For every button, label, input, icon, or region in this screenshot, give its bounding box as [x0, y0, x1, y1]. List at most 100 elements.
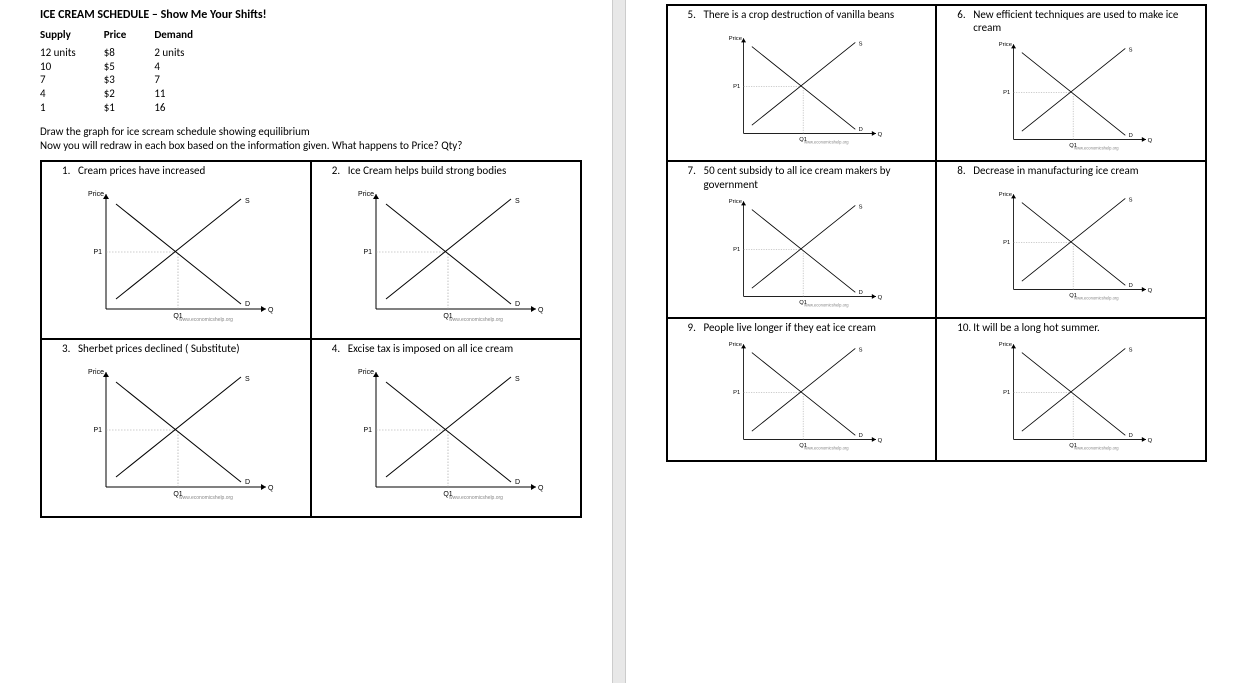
scenario-number: 4. — [332, 342, 348, 355]
svg-text:P1: P1 — [1003, 390, 1010, 396]
table-cell: 4 — [154, 60, 221, 74]
col-supply: Supply — [40, 28, 104, 46]
scenario-label: 10.It will be a long hot summer. — [957, 321, 1199, 334]
svg-text:www.economicshelp.org: www.economicshelp.org — [804, 139, 849, 144]
svg-text:www.economicshelp.org: www.economicshelp.org — [804, 445, 849, 450]
instr-line-1: Draw the graph for ice scream schedule s… — [40, 125, 582, 140]
svg-text:P1: P1 — [1003, 90, 1010, 96]
svg-text:www.economicshelp.org: www.economicshelp.org — [1074, 146, 1119, 151]
svg-text:D: D — [245, 479, 250, 486]
supply-demand-chart: PriceQSDP1Q1www.economicshelp.org — [984, 186, 1159, 306]
svg-text:S: S — [515, 376, 520, 383]
svg-text:Q: Q — [1147, 138, 1152, 144]
chart-cell: 3.Sherbet prices declined ( Substitute)P… — [41, 339, 311, 517]
svg-text:S: S — [245, 376, 250, 383]
table-cell: 4 — [40, 87, 104, 101]
svg-text:Q: Q — [268, 485, 274, 492]
scenario-text: Excise tax is imposed on all ice cream — [348, 342, 574, 355]
instructions: Draw the graph for ice scream schedule s… — [40, 125, 582, 155]
svg-text:S: S — [1128, 48, 1132, 54]
scenario-label: 5.There is a crop destruction of vanilla… — [688, 8, 930, 21]
svg-text:D: D — [1128, 433, 1132, 439]
svg-text:Q: Q — [878, 132, 883, 138]
svg-text:S: S — [858, 204, 862, 210]
svg-text:D: D — [1128, 283, 1132, 289]
svg-text:Price: Price — [998, 342, 1011, 348]
scenario-number: 8. — [957, 164, 973, 177]
svg-text:Q: Q — [268, 307, 274, 314]
table-cell: $3 — [104, 73, 155, 87]
scenario-label: 6.New efficient techniques are used to m… — [957, 8, 1199, 34]
svg-text:Q: Q — [878, 295, 883, 301]
svg-text:D: D — [515, 479, 520, 486]
scenario-text: Sherbet prices declined ( Substitute) — [78, 342, 304, 355]
svg-text:www.economicshelp.org: www.economicshelp.org — [804, 302, 849, 307]
supply-demand-chart: PriceQSDP1Q1www.economicshelp.org — [76, 362, 276, 507]
chart-grid-left: 1.Cream prices have increased Price Q S D P1 Q… — [40, 160, 582, 518]
svg-text:www.economicshelp.org: www.economicshelp.org — [1074, 445, 1119, 450]
svg-text:D: D — [858, 127, 862, 133]
scenario-label: 9.People live longer if they eat ice cre… — [688, 321, 930, 334]
table-cell: $5 — [104, 60, 155, 74]
supply-demand-chart: PriceQSDP1Q1www.economicshelp.org — [346, 362, 546, 507]
scenario-text: New efficient techniques are used to mak… — [973, 8, 1199, 34]
table-row: 1$116 — [40, 101, 221, 115]
svg-text:D: D — [858, 433, 862, 439]
chart-cell: 4.Excise tax is imposed on all ice cream… — [311, 339, 581, 517]
scenario-text: There is a crop destruction of vanilla b… — [704, 8, 930, 21]
schedule-table: Supply Price Demand 12 units$82 units10$… — [40, 28, 221, 115]
doc-title: ICE CREAM SCHEDULE – Show Me Your Shifts… — [40, 8, 582, 22]
svg-text:Q: Q — [538, 307, 544, 314]
supply-demand-chart: PriceQSDP1Q1www.economicshelp.org — [984, 336, 1159, 456]
svg-text:S: S — [858, 42, 862, 48]
svg-text:D: D — [858, 290, 862, 296]
chart-wrap: PriceQSDP1Q1www.economicshelp.org — [318, 357, 574, 512]
scenario-text: Ice Cream helps build strong bodies — [348, 164, 574, 177]
scenario-label: 1.Cream prices have increased — [62, 164, 304, 177]
scenario-label: 4.Excise tax is imposed on all ice cream — [332, 342, 574, 355]
svg-text:P1: P1 — [733, 84, 740, 90]
table-row: 7$37 — [40, 73, 221, 87]
chart-cell: 10.It will be a long hot summer.PriceQSD… — [936, 318, 1206, 461]
scenario-label: 7.50 cent subsidy to all ice cream maker… — [688, 164, 930, 190]
scenario-number: 2. — [332, 164, 348, 177]
svg-text:Q: Q — [878, 438, 883, 444]
svg-text:D: D — [1128, 133, 1132, 139]
svg-text:www.economicshelp.org: www.economicshelp.org — [449, 317, 503, 323]
instr-line-2: Now you will redraw in each box based on… — [40, 139, 582, 154]
svg-text:Price: Price — [998, 42, 1011, 48]
table-cell: 7 — [40, 73, 104, 87]
table-cell: $1 — [104, 101, 155, 115]
svg-text:P1: P1 — [733, 247, 740, 253]
svg-text:D: D — [515, 301, 520, 308]
scenario-number: 10. — [957, 321, 973, 334]
svg-text:Price: Price — [729, 342, 742, 348]
page-gutter — [612, 0, 626, 683]
scenario-number: 5. — [688, 8, 704, 21]
scenario-number: 3. — [62, 342, 78, 355]
col-price: Price — [104, 28, 155, 46]
scenario-number: 7. — [688, 164, 704, 190]
table-cell: 12 units — [40, 46, 104, 60]
chart-grid-right: 5.There is a crop destruction of vanilla… — [666, 4, 1208, 462]
table-row: 10$54 — [40, 60, 221, 74]
chart-wrap: PriceQSDP1Q1www.economicshelp.org — [674, 336, 930, 456]
svg-text:P1: P1 — [363, 249, 372, 256]
chart-wrap: PriceQSDP1Q1www.economicshelp.org — [943, 36, 1199, 156]
scenario-text: People live longer if they eat ice cream — [704, 321, 930, 334]
chart-wrap: PriceQSDP1Q1www.economicshelp.org — [943, 180, 1199, 313]
chart-wrap: PriceQSDP1Q1www.economicshelp.org — [674, 23, 930, 156]
chart-wrap: PriceQSDP1Q1www.economicshelp.org — [48, 357, 304, 512]
svg-text:Q: Q — [1147, 438, 1152, 444]
svg-text:www.economicshelp.org: www.economicshelp.org — [1074, 296, 1119, 301]
scenario-text: 50 cent subsidy to all ice cream makers … — [704, 164, 930, 190]
supply-demand-chart: PriceQSDP1Q1www.economicshelp.org — [714, 336, 889, 456]
svg-text:S: S — [515, 198, 520, 205]
svg-text:Price: Price — [358, 369, 374, 376]
svg-text:S: S — [1128, 198, 1132, 204]
scenario-text: Decrease in manufacturing ice cream — [973, 164, 1199, 177]
supply-demand-chart: PriceQSDP1Q1www.economicshelp.org — [714, 30, 889, 150]
scenario-number: 6. — [957, 8, 973, 34]
table-cell: 11 — [154, 87, 221, 101]
scenario-number: 9. — [688, 321, 704, 334]
